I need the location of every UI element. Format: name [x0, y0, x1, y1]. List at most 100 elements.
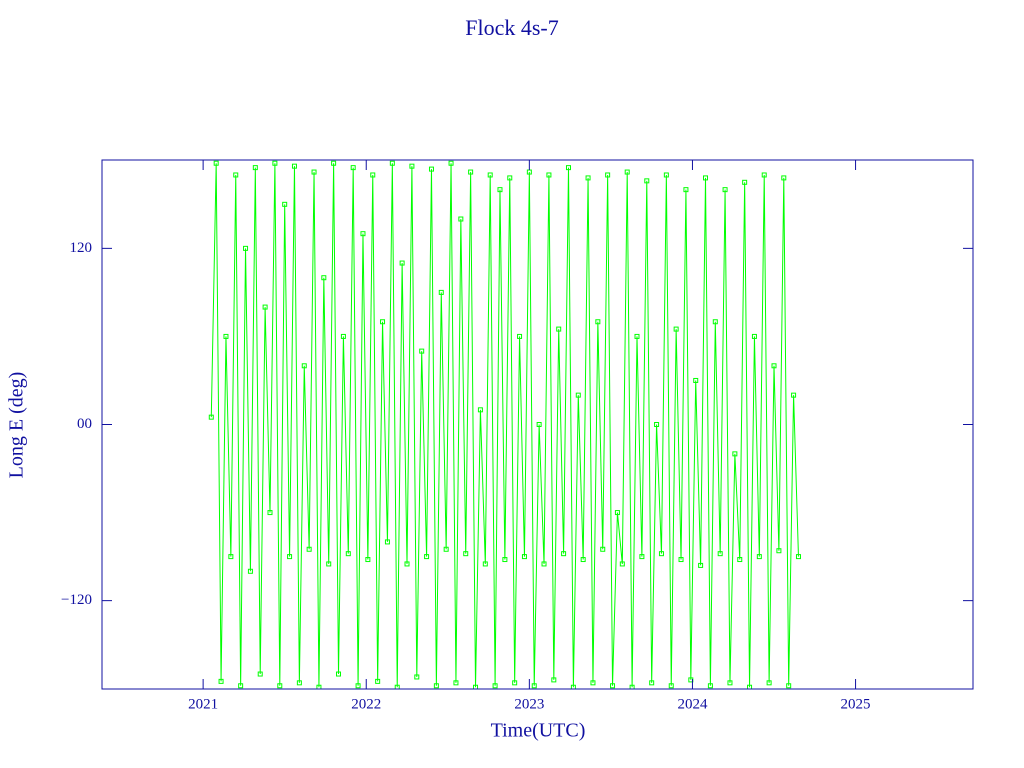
data-point [776, 548, 782, 554]
data-point [756, 554, 762, 560]
data-point [301, 363, 307, 369]
data-point [565, 165, 571, 171]
data-point [795, 554, 801, 560]
data-point [658, 551, 664, 557]
data-point [321, 275, 327, 281]
data-point [247, 568, 253, 574]
data-point [291, 163, 297, 169]
data-point [507, 175, 513, 181]
data-point [384, 539, 390, 545]
data-point [336, 671, 342, 677]
data-point [331, 160, 337, 166]
data-point [556, 326, 562, 332]
data-point [394, 684, 400, 689]
data-point [580, 557, 586, 563]
data-point [428, 166, 434, 172]
data-point [404, 561, 410, 567]
data-point [502, 557, 508, 563]
data-point [771, 363, 777, 369]
data-point [350, 165, 356, 171]
data-point [610, 683, 616, 689]
data-point [595, 319, 601, 325]
data-point [727, 680, 733, 686]
data-point [791, 392, 797, 398]
data-point [654, 422, 660, 427]
data-point [238, 683, 244, 689]
data-point [340, 333, 346, 339]
data-point [561, 551, 567, 557]
data-point [389, 160, 395, 166]
data-line [210, 163, 799, 688]
data-point [375, 678, 381, 684]
data-point [605, 172, 611, 178]
data-point [766, 680, 772, 686]
data-point [419, 348, 425, 354]
data-point [262, 304, 268, 310]
data-point [531, 683, 537, 689]
data-point [468, 169, 474, 175]
x-axis-label: Time(UTC) [491, 720, 586, 742]
data-point [233, 172, 239, 178]
data-point [438, 289, 444, 295]
data-point [781, 175, 787, 181]
data-point [649, 680, 655, 686]
data-point [512, 680, 518, 686]
data-point [698, 562, 704, 568]
data-point [477, 407, 483, 413]
data-point [585, 175, 591, 181]
y-axis-label: Long E (deg) [6, 372, 28, 479]
x-tick-label: 2023 [514, 696, 544, 712]
data-point [492, 683, 498, 689]
data-point [218, 678, 224, 684]
x-tick-label: 2022 [351, 696, 381, 712]
data-point [257, 671, 263, 677]
data-point [668, 683, 674, 689]
data-point [424, 554, 430, 560]
data-point [693, 377, 699, 383]
data-point [243, 245, 249, 251]
data-point [453, 680, 459, 686]
data-point [663, 172, 669, 178]
data-point [409, 163, 415, 169]
data-point [267, 510, 273, 516]
data-point [590, 680, 596, 686]
data-point [360, 231, 366, 237]
data-point [443, 546, 449, 552]
data-point [311, 169, 317, 175]
data-point [683, 187, 689, 193]
y-tick-label: 00 [77, 416, 92, 432]
data-point [272, 160, 278, 166]
data-point [487, 172, 493, 178]
data-point [223, 333, 229, 339]
data-point [526, 169, 532, 175]
data-point [703, 175, 709, 181]
data-point [541, 561, 547, 567]
x-tick-label: 2025 [841, 696, 871, 712]
data-point [414, 674, 420, 680]
data-point [380, 319, 386, 325]
data-point [619, 561, 625, 567]
data-point [570, 684, 576, 689]
data-point [712, 319, 718, 325]
data-point [399, 260, 405, 266]
data-point [473, 684, 479, 689]
data-point [521, 554, 527, 560]
data-point [639, 554, 645, 560]
data-point [448, 160, 454, 166]
data-point [629, 684, 635, 689]
data-point [463, 551, 469, 557]
data-point [306, 546, 312, 552]
data-point [751, 333, 757, 339]
data-point [458, 216, 464, 222]
data-point [742, 179, 748, 185]
data-point [678, 557, 684, 563]
y-tick-label: 120 [70, 240, 93, 256]
data-point [517, 333, 523, 339]
data-point [296, 680, 302, 686]
data-point [316, 684, 322, 689]
data-point [614, 510, 620, 516]
data-point [282, 201, 288, 207]
plot [208, 160, 801, 689]
data-point [326, 561, 332, 567]
